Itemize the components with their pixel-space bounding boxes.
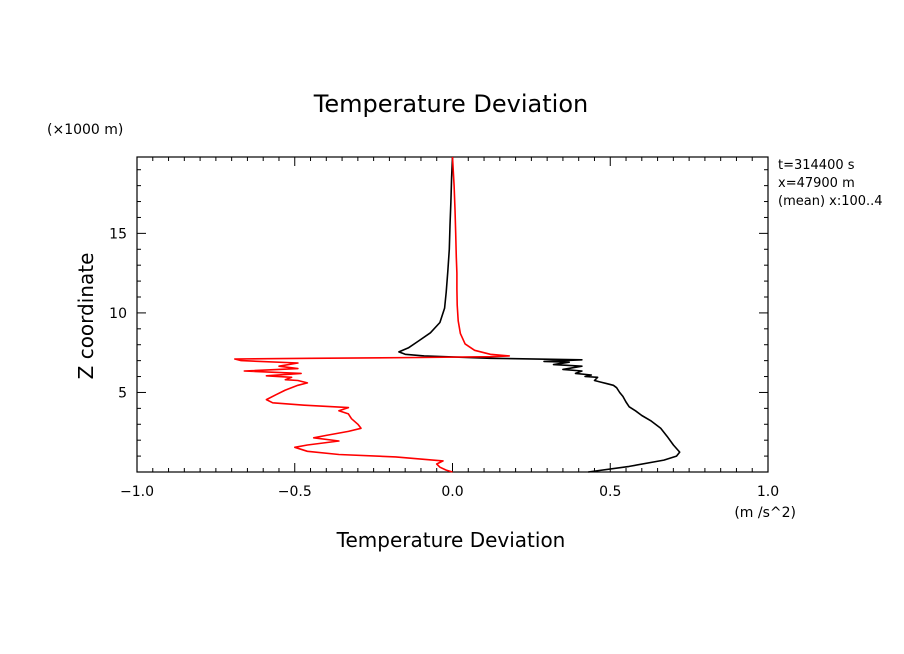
x-tick-label: 1.0 — [757, 484, 779, 500]
plot-frame — [136, 156, 769, 473]
plot-area: −1.0 −0.5 0.0 0.5 1.0 5 10 15 — [109, 156, 779, 500]
y-tick-label: 5 — [118, 385, 127, 401]
y-axis-units: (×1000 m) — [47, 122, 123, 138]
annotation-x-position: x=47900 m — [778, 176, 855, 191]
x-tick-label: 0.5 — [599, 484, 621, 500]
x-tick-label: −0.5 — [278, 484, 312, 500]
annotation-time: t=314400 s — [778, 158, 855, 173]
series-line-black — [398, 156, 681, 473]
chart-title: Temperature Deviation — [313, 90, 588, 118]
x-axis-units: (m /s^2) — [734, 505, 796, 521]
x-axis-label: Temperature Deviation — [336, 528, 566, 552]
y-tick-label: 15 — [109, 226, 127, 242]
annotation-mean-range: (mean) x:100..4 — [778, 194, 883, 209]
x-tick-label: 0.0 — [441, 484, 463, 500]
x-tick-label: −1.0 — [120, 484, 154, 500]
series-line-red — [234, 156, 511, 473]
annotation-block: t=314400 s x=47900 m (mean) x:100..4 — [778, 158, 883, 209]
y-axis-label: Z coordinate — [74, 253, 98, 380]
y-tick-label: 10 — [109, 306, 127, 322]
